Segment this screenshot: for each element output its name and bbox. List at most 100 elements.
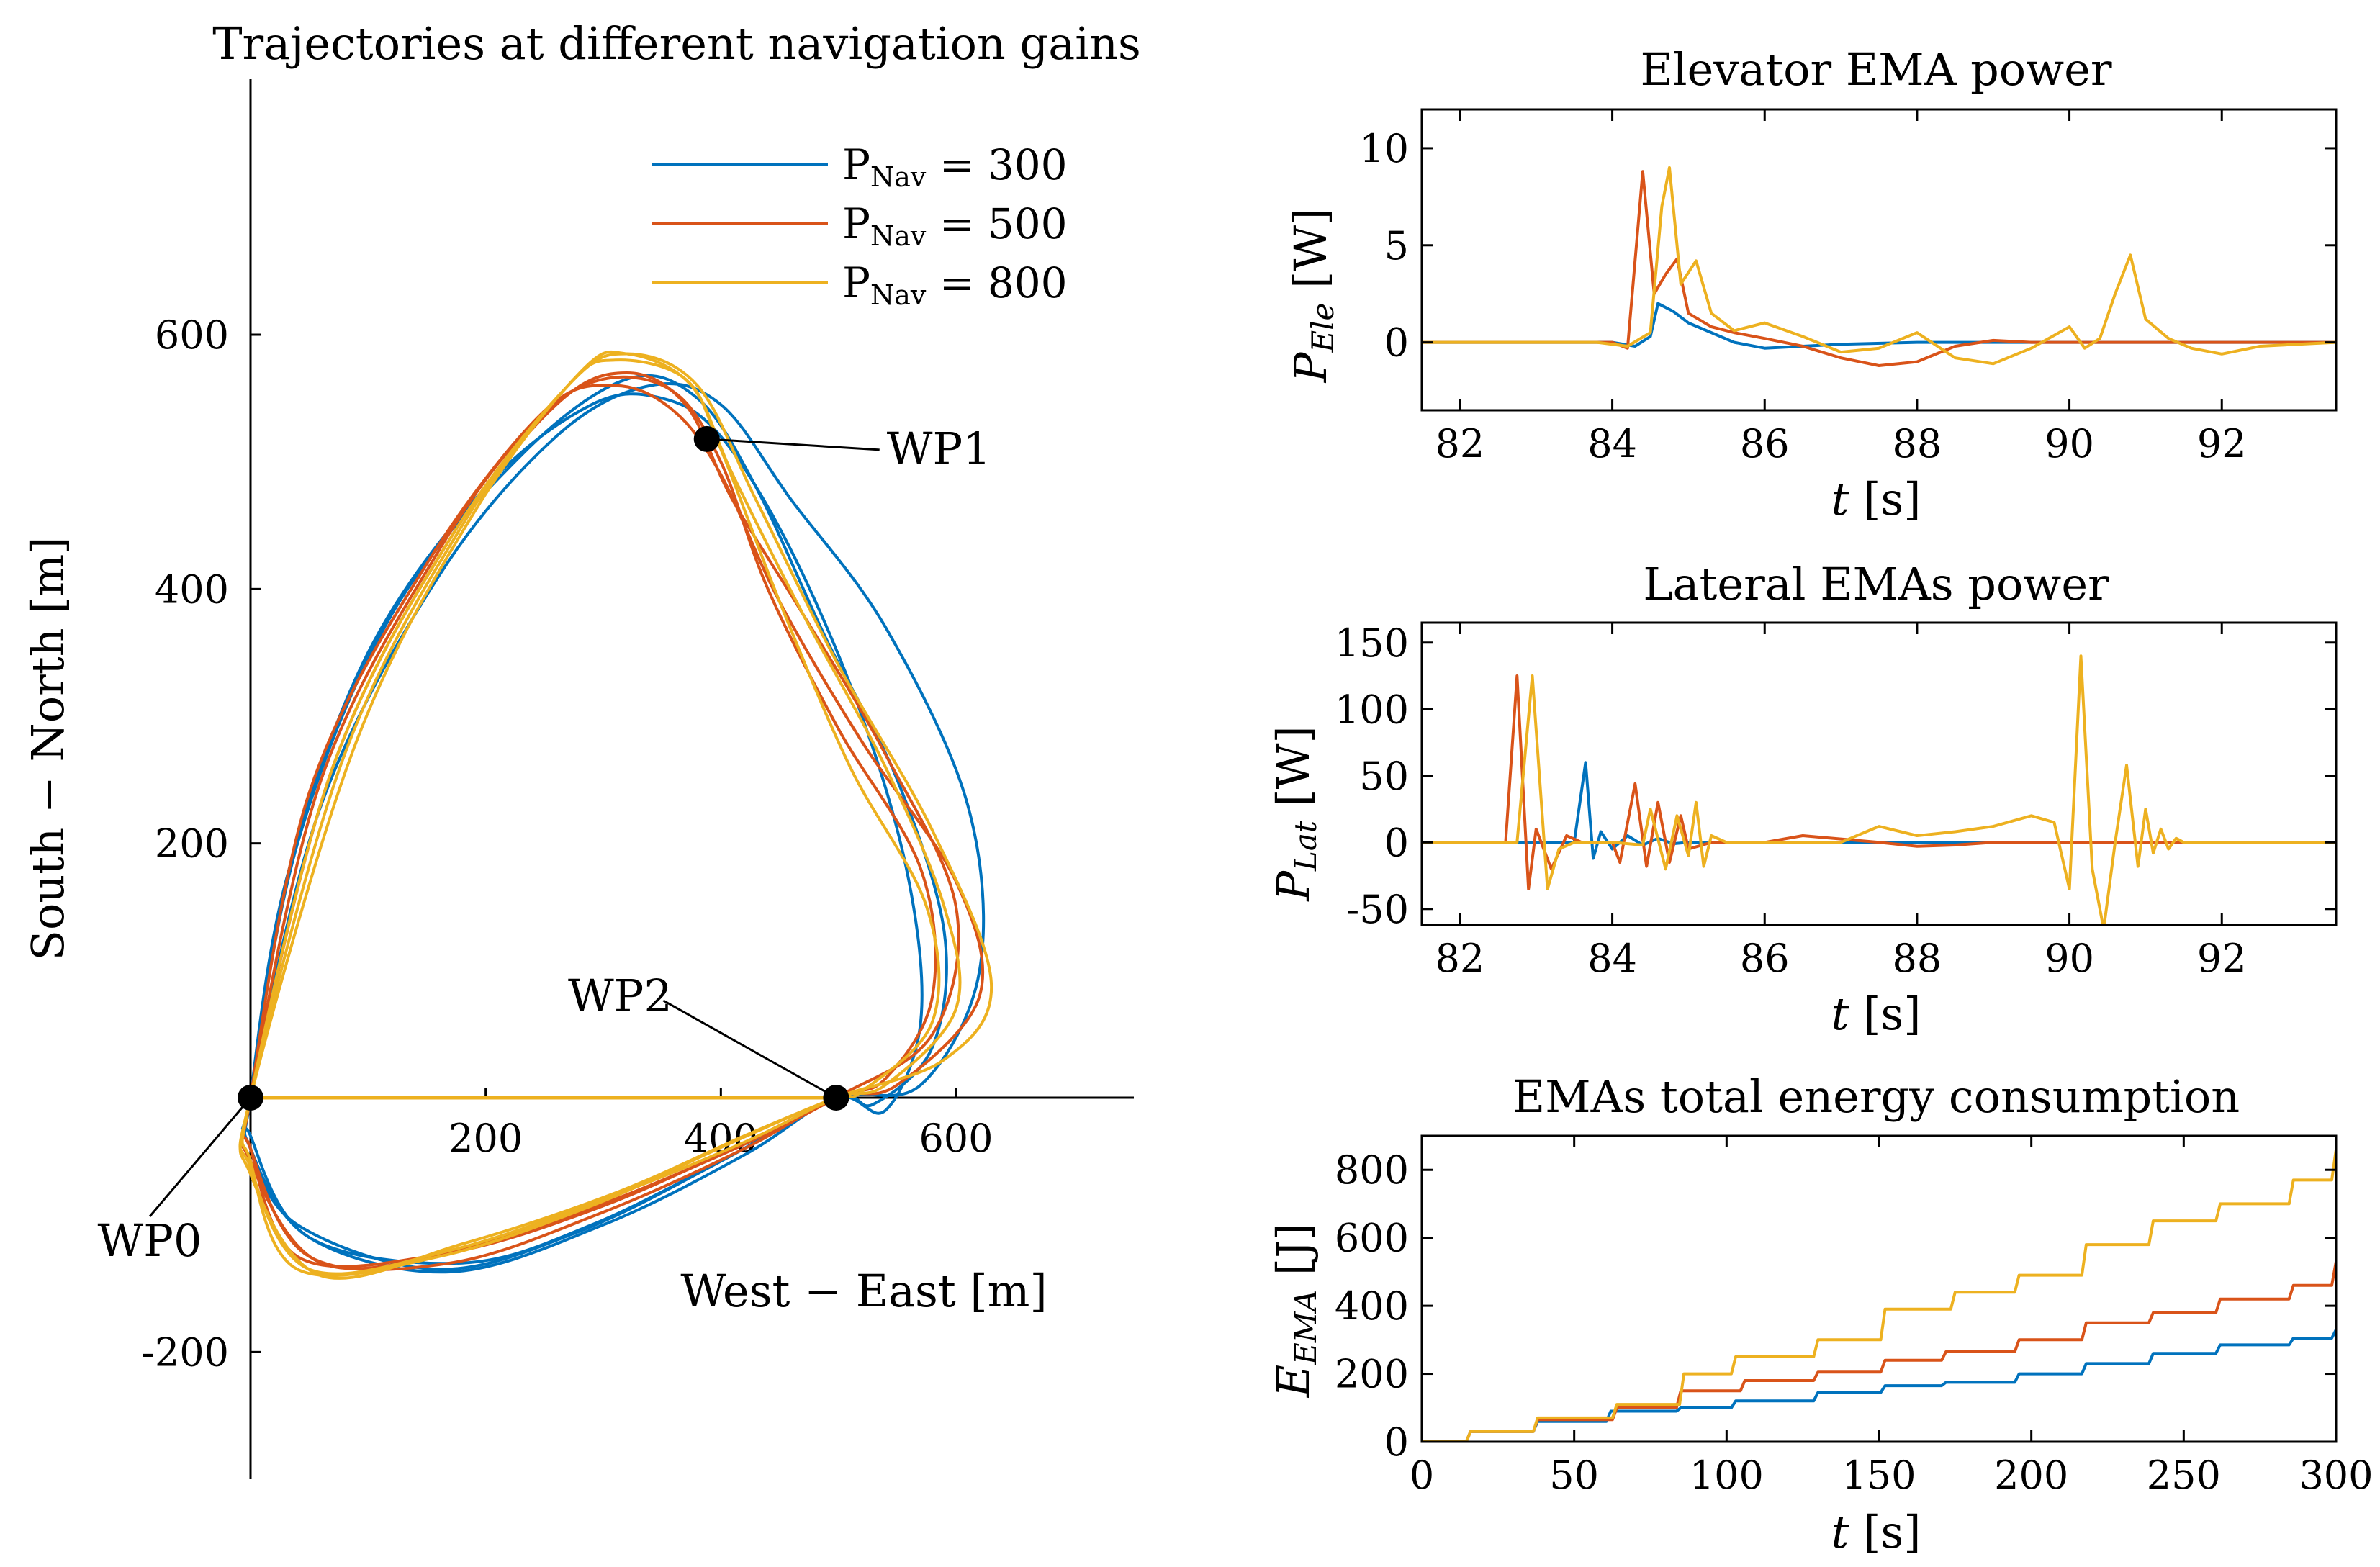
x-tick-label: 92 <box>2197 936 2247 981</box>
y-tick-label: 400 <box>1335 1283 1409 1329</box>
energy-title: EMAs total energy consumption <box>1513 1070 2240 1123</box>
x-tick-label: 50 <box>1549 1453 1599 1498</box>
panel-frame <box>1420 621 2338 926</box>
lateral-xlabel: t [s] <box>1831 988 1921 1040</box>
y-tick-label: 600 <box>1335 1216 1409 1261</box>
y-tick-label: -50 <box>1346 887 1409 932</box>
x-tick-label: 82 <box>1435 936 1485 981</box>
x-tick-label: 90 <box>2045 421 2094 466</box>
x-tick-label: 90 <box>2045 936 2094 981</box>
y-tick-label: -200 <box>142 1329 229 1375</box>
series-p800 <box>1422 166 2336 366</box>
waypoint-label: WP2 <box>568 970 672 1022</box>
y-tick-label: 0 <box>1384 820 1409 865</box>
lateral-axes: 82 84 86 88 90 92 -50 0 50 100 150 <box>1335 620 2338 981</box>
x-tick-label: 82 <box>1435 421 1485 466</box>
elevator-power-panel: Elevator EMA power 82 84 86 88 90 92 0 5 10 t [s… <box>1284 43 2338 525</box>
legend-entry-300: PNav = 300 <box>842 140 1068 193</box>
trajectory-series-p800 <box>238 350 993 1280</box>
trajectory-plot: Trajectories at different navigation gai… <box>22 17 1141 1479</box>
x-tick-label: 600 <box>919 1116 993 1161</box>
series-p300 <box>1422 1329 2336 1442</box>
trajectory-loop <box>238 358 941 1280</box>
y-tick-label: 200 <box>155 821 229 867</box>
series-p800 <box>1422 654 2336 925</box>
x-tick-label: 92 <box>2197 421 2247 466</box>
trajectory-loop <box>243 392 924 1274</box>
elevator-series <box>1422 166 2336 367</box>
x-tick-label: 84 <box>1587 936 1637 981</box>
trajectory-loop <box>240 371 960 1268</box>
waypoint-marker <box>693 425 720 452</box>
x-tick-label: 200 <box>1994 1453 2068 1498</box>
energy-xlabel: t [s] <box>1831 1506 1921 1558</box>
x-tick-label: 250 <box>2147 1453 2221 1498</box>
series-p800 <box>1422 1149 2336 1442</box>
waypoint-marker <box>238 1085 263 1111</box>
series-p500 <box>1422 674 2336 890</box>
y-tick-label: 150 <box>1335 620 1409 666</box>
waypoints: WP0 WP1 WP2 <box>98 423 991 1267</box>
trajectory-loop <box>243 374 948 1271</box>
y-tick-label: 0 <box>1384 320 1409 366</box>
x-tick-label: 84 <box>1587 421 1637 466</box>
trajectory-loop <box>240 375 937 1270</box>
x-tick-label: 0 <box>1410 1453 1434 1498</box>
x-tick-label: 88 <box>1893 936 1942 981</box>
lateral-ylabel: PLat [W] <box>1267 726 1323 901</box>
energy-ylabel: EEMA [J] <box>1267 1223 1323 1398</box>
waypoint-marker <box>823 1085 849 1111</box>
panel-lateral_power-plot-area <box>1422 654 2336 925</box>
x-tick-label: 300 <box>2299 1453 2373 1498</box>
trajectory-loop <box>240 352 993 1278</box>
y-tick-label: 600 <box>155 312 229 358</box>
elevator-xlabel: t [s] <box>1831 473 1921 525</box>
lateral-power-panel: Lateral EMAs power 82 84 86 88 90 92 -50 0 50 100… <box>1267 558 2338 1040</box>
waypoint-label: WP0 <box>98 1214 202 1267</box>
trajectory-loop <box>240 382 986 1265</box>
legend-entry-500: PNav = 500 <box>842 199 1068 252</box>
trajectory-series <box>238 350 993 1280</box>
trajectory-xlabel: West − East [m] <box>680 1265 1047 1317</box>
panel-frame <box>1420 108 2338 412</box>
panel-frame <box>1420 1134 2338 1443</box>
x-tick-label: 88 <box>1893 421 1942 466</box>
trajectory-title: Trajectories at different navigation gai… <box>212 17 1141 70</box>
elevator-ylabel: PEle [W] <box>1284 208 1340 384</box>
elevator-axes: 82 84 86 88 90 92 0 5 10 <box>1359 108 2338 466</box>
trajectory-ylabel: South − North [m] <box>22 537 74 961</box>
x-tick-label: 200 <box>448 1116 523 1161</box>
waypoint-label: WP1 <box>887 423 991 475</box>
y-tick-label: 10 <box>1359 126 1409 171</box>
waypoint-callout-line <box>706 438 880 451</box>
y-tick-label: 800 <box>1335 1147 1409 1193</box>
series-p300 <box>1422 302 2336 350</box>
legend-entry-800: PNav = 800 <box>842 258 1068 311</box>
trajectory-series-p300 <box>240 374 986 1274</box>
panel-elevator_power-plot-area <box>1422 166 2336 367</box>
y-tick-label: 100 <box>1335 687 1409 732</box>
trajectory-series-p500 <box>240 371 985 1272</box>
series-p500 <box>1422 170 2336 367</box>
y-tick-label: 5 <box>1384 223 1409 268</box>
y-tick-label: 0 <box>1384 1419 1409 1465</box>
panel-energy-plot-area <box>1422 1149 2336 1442</box>
x-tick-label: 86 <box>1740 421 1790 466</box>
x-tick-label: 100 <box>1690 1453 1764 1498</box>
lateral-title: Lateral EMAs power <box>1643 558 2109 610</box>
y-tick-label: 200 <box>1335 1352 1409 1397</box>
trajectory-loop <box>238 350 962 1275</box>
energy-panel: EMAs total energy consumption 0 50 100 150 2… <box>1267 1070 2374 1558</box>
x-tick-label: 150 <box>1842 1453 1916 1498</box>
series-p500 <box>1422 1261 2336 1442</box>
trajectory-legend: PNav = 300 PNav = 500 PNav = 800 <box>652 140 1068 311</box>
lateral-series <box>1422 654 2336 925</box>
elevator-title: Elevator EMA power <box>1641 43 2112 96</box>
series-p300 <box>1422 761 2336 860</box>
trajectory-loop <box>241 384 985 1272</box>
energy-series <box>1422 1149 2336 1442</box>
waypoint-callout-line <box>662 999 837 1099</box>
waypoint-callout-line <box>148 1097 252 1217</box>
